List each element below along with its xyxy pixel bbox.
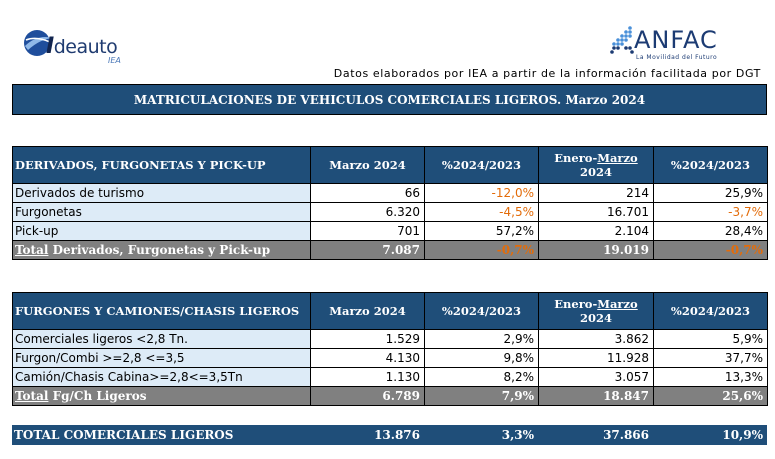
- col-header-pct-ytd: %2024/2023: [653, 292, 768, 330]
- row-label: Camión/Chasis Cabina>=2,8<=3,5Tn: [12, 367, 311, 387]
- anfac-logo: ANFAC La Movilidad del Futuro: [610, 24, 730, 64]
- cell-pct-ytd: 13,3%: [653, 367, 768, 387]
- row-label: Comerciales ligeros <2,8 Tn.: [12, 329, 311, 349]
- table-row: Derivados de turismo 66 -12,0% 214 25,9%: [12, 183, 768, 203]
- grand-total-pct-ytd: 10,9%: [653, 425, 767, 445]
- cell-pct-month: 9,8%: [424, 348, 539, 368]
- cell-ytd: 214: [538, 183, 654, 203]
- cell-pct-month: 2,9%: [424, 329, 539, 349]
- cell-pct-ytd: 5,9%: [653, 329, 768, 349]
- cell-pct-ytd: 28,4%: [653, 221, 768, 241]
- row-label: Furgon/Combi >=2,8 <=3,5: [12, 348, 311, 368]
- total-pct-ytd: 25,6%: [653, 386, 768, 406]
- grand-total-ytd: 37.866: [538, 425, 653, 445]
- cell-pct-month: -12,0%: [424, 183, 539, 203]
- main-title: MATRICULACIONES DE VEHICULOS COMERCIALES…: [12, 84, 767, 115]
- cell-month: 6.320: [310, 202, 425, 222]
- table-header-row: FURGONES Y CAMIONES/CHASIS LIGEROS Marzo…: [12, 292, 768, 330]
- ideauto-logo-text: Ideauto: [46, 34, 118, 59]
- source-note: Datos elaborados por IEA a partir de la …: [333, 67, 761, 80]
- total-row: Total Derivados, Furgonetas y Pick-up 7.…: [12, 240, 768, 260]
- grand-total-row: TOTAL COMERCIALES LIGEROS 13.876 3,3% 37…: [12, 425, 767, 445]
- col-header-ytd: Enero-Marzo 2024: [538, 146, 654, 184]
- cell-ytd: 3.057: [538, 367, 654, 387]
- furgones-table: FURGONES Y CAMIONES/CHASIS LIGEROS Marzo…: [12, 292, 768, 406]
- cell-ytd: 2.104: [538, 221, 654, 241]
- total-label: Total Derivados, Furgonetas y Pick-up: [12, 240, 311, 260]
- cell-pct-month: 57,2%: [424, 221, 539, 241]
- col-header-pct-ytd: %2024/2023: [653, 146, 768, 184]
- ideauto-logo-subtext: IEA: [108, 56, 121, 65]
- total-pct-month: 7,9%: [424, 386, 539, 406]
- cell-pct-ytd: 25,9%: [653, 183, 768, 203]
- grand-total-bar: TOTAL COMERCIALES LIGEROS 13.876 3,3% 37…: [12, 425, 767, 445]
- cell-ytd: 3.862: [538, 329, 654, 349]
- total-ytd: 19.019: [538, 240, 654, 260]
- cell-month: 1.130: [310, 367, 425, 387]
- cell-month: 66: [310, 183, 425, 203]
- cell-pct-ytd: 37,7%: [653, 348, 768, 368]
- table-row: Pick-up 701 57,2% 2.104 28,4%: [12, 221, 768, 241]
- total-month: 7.087: [310, 240, 425, 260]
- col-header-month: Marzo 2024: [310, 146, 425, 184]
- cell-pct-ytd: -3,7%: [653, 202, 768, 222]
- total-pct-ytd: -0,7%: [653, 240, 768, 260]
- col-header-pct-month: %2024/2023: [424, 146, 539, 184]
- anfac-tagline: La Movilidad del Futuro: [636, 54, 718, 61]
- derivados-table: DERIVADOS, FURGONETAS Y PICK-UP Marzo 20…: [12, 146, 768, 260]
- section-title: FURGONES Y CAMIONES/CHASIS LIGEROS: [12, 292, 311, 330]
- anfac-logo-text: ANFAC: [634, 26, 718, 54]
- cell-ytd: 11.928: [538, 348, 654, 368]
- table-row: Camión/Chasis Cabina>=2,8<=3,5Tn 1.130 8…: [12, 367, 768, 387]
- table-row: Furgonetas 6.320 -4,5% 16.701 -3,7%: [12, 202, 768, 222]
- ideauto-swoosh-icon: [24, 30, 53, 56]
- table-row: Comerciales ligeros <2,8 Tn. 1.529 2,9% …: [12, 329, 768, 349]
- table-row: Furgon/Combi >=2,8 <=3,5 4.130 9,8% 11.9…: [12, 348, 768, 368]
- total-pct-month: -0,7%: [424, 240, 539, 260]
- table-header-row: DERIVADOS, FURGONETAS Y PICK-UP Marzo 20…: [12, 146, 768, 184]
- total-label: Total Fg/Ch Ligeros: [12, 386, 311, 406]
- section-title: DERIVADOS, FURGONETAS Y PICK-UP: [12, 146, 311, 184]
- cell-month: 4.130: [310, 348, 425, 368]
- col-header-pct-month: %2024/2023: [424, 292, 539, 330]
- grand-total-month: 13.876: [310, 425, 424, 445]
- row-label: Derivados de turismo: [12, 183, 311, 203]
- cell-month: 1.529: [310, 329, 425, 349]
- grand-total-pct-month: 3,3%: [424, 425, 538, 445]
- total-month: 6.789: [310, 386, 425, 406]
- cell-pct-month: -4,5%: [424, 202, 539, 222]
- ideauto-logo: Ideauto IEA: [22, 26, 142, 66]
- grand-total-label: TOTAL COMERCIALES LIGEROS: [12, 425, 310, 445]
- cell-month: 701: [310, 221, 425, 241]
- col-header-ytd: Enero-Marzo 2024: [538, 292, 654, 330]
- cell-pct-month: 8,2%: [424, 367, 539, 387]
- total-ytd: 18.847: [538, 386, 654, 406]
- cell-ytd: 16.701: [538, 202, 654, 222]
- row-label: Furgonetas: [12, 202, 311, 222]
- total-row: Total Fg/Ch Ligeros 6.789 7,9% 18.847 25…: [12, 386, 768, 406]
- col-header-month: Marzo 2024: [310, 292, 425, 330]
- anfac-dots-icon: [610, 26, 634, 54]
- row-label: Pick-up: [12, 221, 311, 241]
